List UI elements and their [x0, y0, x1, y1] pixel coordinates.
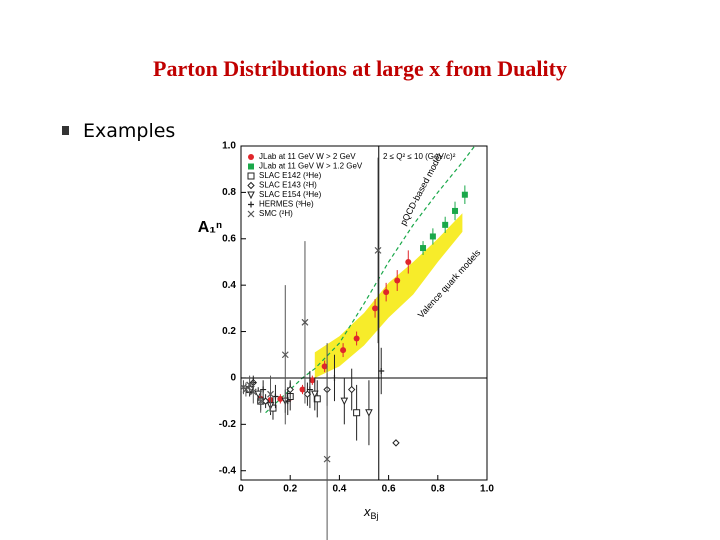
data-point — [353, 409, 361, 417]
legend-label: HERMES (³He) — [259, 200, 314, 209]
legend-marker — [248, 201, 254, 208]
data-point — [442, 221, 449, 228]
plot-frame — [240, 145, 488, 481]
data-point — [392, 439, 400, 447]
legend-marker — [247, 172, 255, 180]
y-tick-label: -0.2 — [219, 419, 237, 430]
x-tick-label: 1.0 — [480, 484, 494, 495]
data-point — [277, 395, 284, 402]
y-tick-label: 1.0 — [222, 141, 236, 152]
legend-marker — [248, 154, 254, 160]
x-tick-label: 0 — [238, 484, 244, 495]
x-tick-label: 0.8 — [431, 484, 445, 495]
data-point — [340, 397, 349, 406]
data-point — [257, 397, 265, 405]
annotation: 2 ≤ Q² ≤ 10 (GeV/c)² — [383, 152, 456, 161]
data-point — [353, 335, 360, 342]
x-tick-label: 0.2 — [283, 484, 297, 495]
data-point — [378, 367, 385, 374]
x-axis-label-sub: Bj — [371, 511, 379, 521]
data-point — [374, 246, 382, 254]
y-tick-label: 0.4 — [222, 280, 236, 291]
x-tick-label: 0.4 — [332, 484, 346, 495]
data-point — [310, 390, 319, 399]
legend-marker — [248, 163, 254, 170]
y-axis-label: A₁ⁿ — [198, 219, 223, 236]
y-tick-label: 0.8 — [222, 187, 236, 198]
data-point — [299, 386, 306, 393]
data-point — [249, 388, 257, 396]
data-point — [347, 385, 356, 394]
legend-marker — [247, 210, 255, 218]
model-band — [314, 213, 463, 378]
legend-label: SMC (²H) — [259, 209, 293, 218]
data-point — [429, 233, 436, 240]
x-axis-label-main: x — [363, 504, 371, 519]
y-tick-label: 0.6 — [222, 233, 236, 244]
data-point — [340, 347, 347, 354]
data-point — [372, 305, 379, 312]
data-point — [405, 258, 412, 265]
curve-label: pQCD-based model — [398, 152, 444, 227]
data-point — [309, 377, 316, 384]
slide-title: Parton Distributions at large x from Dua… — [153, 56, 567, 81]
legend-label: SLAC E154 (³He) — [259, 190, 322, 199]
data-point — [321, 363, 328, 370]
data-point — [420, 245, 427, 252]
data-point — [331, 374, 338, 381]
x-axis-label: xBj — [363, 504, 379, 521]
data-point — [306, 386, 313, 393]
data-point — [323, 455, 331, 463]
data-point — [267, 390, 274, 398]
y-tick-label: -0.4 — [219, 465, 237, 476]
legend-label: SLAC E142 (³He) — [259, 171, 322, 180]
y-tick-label: 0 — [230, 373, 236, 384]
legend-marker — [247, 191, 255, 200]
data-point — [383, 289, 390, 296]
data-point — [365, 409, 373, 417]
x-tick-label: 0.6 — [382, 484, 396, 495]
data-point — [246, 381, 254, 389]
data-point — [461, 191, 468, 198]
bullet-item: Examples — [62, 120, 175, 142]
legend-label: JLab at 11 GeV W > 2 GeV — [259, 152, 356, 161]
data-point — [301, 318, 309, 326]
data-point — [313, 395, 321, 403]
legend-marker — [247, 181, 255, 190]
y-tick-label: 0.2 — [222, 326, 236, 337]
data-point — [452, 207, 459, 214]
data-point — [254, 390, 263, 399]
data-point — [281, 351, 289, 359]
data-point — [394, 277, 401, 284]
legend-label: JLab at 11 GeV W > 1.2 GeV — [259, 162, 363, 171]
legend-label: SLAC E143 (²H) — [259, 181, 317, 190]
data-point — [242, 386, 250, 393]
